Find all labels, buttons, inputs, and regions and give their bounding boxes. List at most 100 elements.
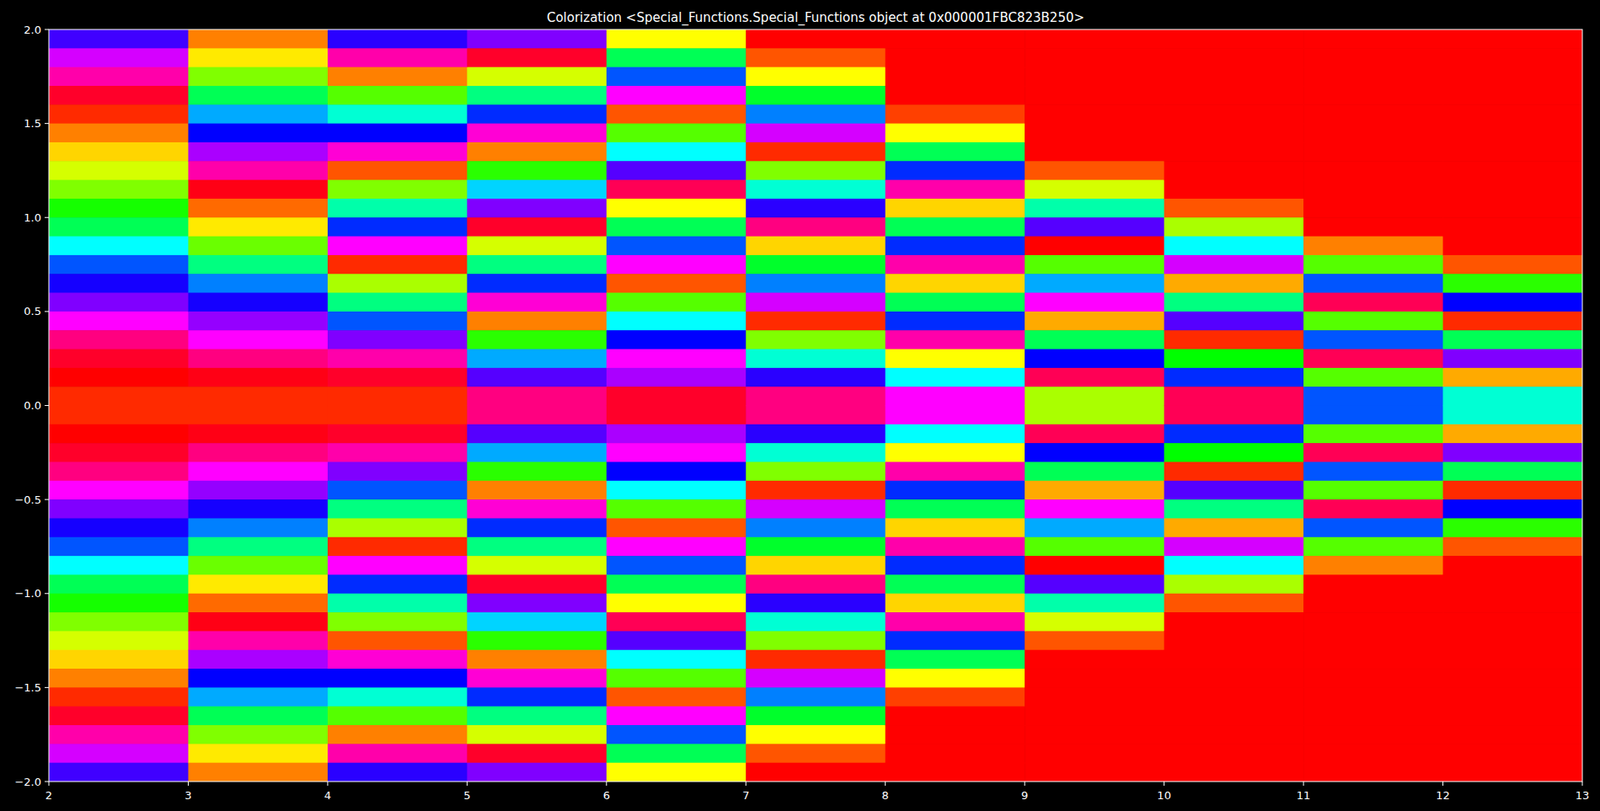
cell xyxy=(48,556,189,576)
cell xyxy=(606,368,747,388)
cell xyxy=(1024,349,1165,370)
y-tick xyxy=(44,687,49,689)
cell xyxy=(1164,349,1305,370)
cell xyxy=(1164,650,1305,670)
cell xyxy=(48,368,189,388)
cell xyxy=(885,650,1026,670)
cell xyxy=(48,461,189,482)
cell xyxy=(885,574,1026,594)
cell xyxy=(606,29,747,49)
cell xyxy=(1443,85,1583,106)
cell xyxy=(327,104,468,124)
cell xyxy=(1164,443,1305,463)
cell xyxy=(885,612,1026,632)
cell xyxy=(606,104,747,124)
cell xyxy=(466,537,607,557)
cell xyxy=(885,311,1026,332)
cell xyxy=(1024,160,1165,181)
cell xyxy=(1303,311,1444,332)
cell xyxy=(1303,668,1444,689)
cell xyxy=(327,687,468,707)
cell xyxy=(606,763,747,782)
cell xyxy=(885,556,1026,576)
cell xyxy=(1443,236,1583,257)
cell xyxy=(606,743,747,764)
cell xyxy=(1164,293,1305,313)
cell xyxy=(466,123,607,144)
cell xyxy=(466,725,607,745)
cell xyxy=(466,255,607,275)
y-tick xyxy=(44,781,49,783)
cell xyxy=(606,330,747,350)
cell xyxy=(745,293,886,313)
cell xyxy=(466,180,607,200)
cell xyxy=(1164,537,1305,557)
cell xyxy=(1024,330,1165,350)
cell xyxy=(327,293,468,313)
cell xyxy=(48,29,189,49)
cell xyxy=(466,706,607,727)
y-tick-label: 1.0 xyxy=(23,211,42,225)
cell xyxy=(48,180,189,200)
cell xyxy=(1164,556,1305,576)
background xyxy=(0,0,1600,811)
cell xyxy=(1303,650,1444,670)
cell xyxy=(1164,330,1305,350)
cell xyxy=(187,386,328,407)
cell xyxy=(745,406,886,426)
cell xyxy=(1303,67,1444,87)
cell xyxy=(885,198,1026,219)
cell xyxy=(745,481,886,501)
cell xyxy=(885,668,1026,689)
cell xyxy=(1303,368,1444,388)
cell xyxy=(187,706,328,727)
cell xyxy=(327,743,468,764)
x-tick xyxy=(48,781,50,787)
cell xyxy=(327,48,468,68)
cell xyxy=(885,255,1026,275)
cell xyxy=(48,311,189,332)
cell xyxy=(1303,217,1444,237)
cell xyxy=(48,142,189,162)
cell xyxy=(606,67,747,87)
cell xyxy=(48,481,189,501)
cell xyxy=(466,236,607,257)
cell xyxy=(1443,67,1583,87)
cell xyxy=(885,631,1026,651)
cell xyxy=(745,29,886,49)
y-tick-label: 1.5 xyxy=(23,117,42,130)
cell xyxy=(885,330,1026,350)
cell xyxy=(1303,574,1444,594)
cell xyxy=(885,236,1026,257)
cell xyxy=(1164,104,1305,124)
cell xyxy=(1443,593,1583,614)
cell xyxy=(1303,593,1444,614)
cell xyxy=(327,574,468,594)
cell xyxy=(1024,123,1165,144)
cell xyxy=(745,85,886,106)
cell xyxy=(1443,556,1583,576)
cell xyxy=(1303,48,1444,68)
x-tick xyxy=(466,781,468,787)
cell xyxy=(327,518,468,538)
cell xyxy=(1303,706,1444,727)
cell xyxy=(1303,725,1444,745)
cell xyxy=(1303,123,1444,144)
cell xyxy=(327,537,468,557)
cell xyxy=(1443,668,1583,689)
cell xyxy=(885,537,1026,557)
cell xyxy=(1303,236,1444,257)
cell xyxy=(187,368,328,388)
cell xyxy=(187,650,328,670)
cell xyxy=(1164,29,1305,49)
cell xyxy=(48,593,189,614)
cell xyxy=(1164,424,1305,445)
cell xyxy=(1164,499,1305,520)
cell xyxy=(187,85,328,106)
cell xyxy=(1164,406,1305,426)
cell xyxy=(1164,763,1305,782)
cell xyxy=(1164,311,1305,332)
cell xyxy=(327,443,468,463)
cell xyxy=(187,349,328,370)
cell xyxy=(327,424,468,445)
